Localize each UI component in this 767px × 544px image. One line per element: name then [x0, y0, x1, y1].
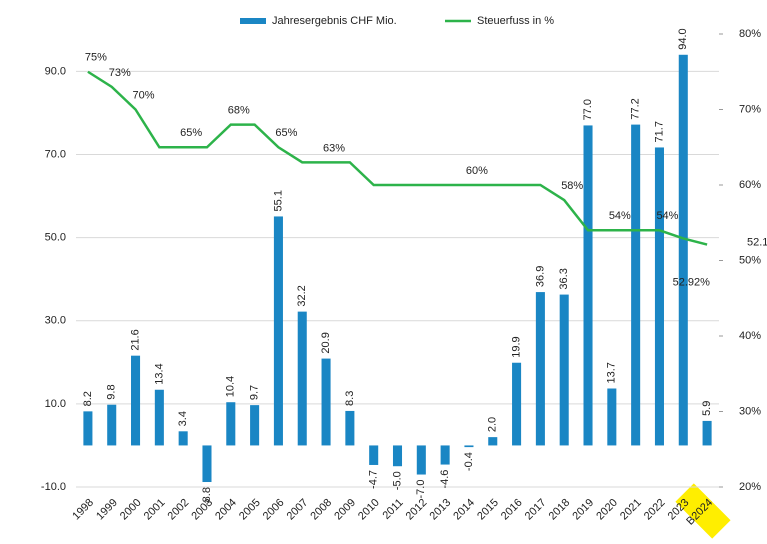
- y-tick-label: -10.0: [41, 481, 66, 493]
- y-tick-label: 70.0: [45, 148, 66, 160]
- bar-label: -7.0: [415, 480, 427, 499]
- bar-label: 9.7: [249, 385, 261, 400]
- line: [87, 70, 708, 246]
- line-label: 60%: [466, 165, 488, 177]
- y2-tick-label: 60%: [739, 179, 761, 191]
- line-label: 54%: [609, 210, 631, 222]
- y2-tick-label: 40%: [739, 330, 761, 342]
- bar: [654, 147, 664, 446]
- bar: [250, 405, 260, 446]
- y-tick-label: 90.0: [45, 65, 66, 77]
- bar: [416, 445, 426, 475]
- bar-label: 2.0: [487, 417, 499, 432]
- bar-label: 36.3: [558, 268, 570, 289]
- bar: [345, 410, 355, 446]
- bar-label: 77.2: [630, 98, 642, 119]
- bar: [631, 124, 641, 446]
- bar: [107, 404, 117, 446]
- bar-label: 36.9: [534, 266, 546, 287]
- line-label: 73%: [109, 67, 131, 79]
- bar: [440, 445, 450, 465]
- bar-label: -0.4: [463, 452, 475, 471]
- bar: [559, 294, 569, 446]
- bar: [178, 431, 188, 446]
- bar: [583, 125, 593, 446]
- bar: [369, 445, 379, 465]
- bar-label: 19.9: [510, 336, 522, 357]
- bar: [321, 358, 331, 446]
- legend-label: Jahresergebnis CHF Mio.: [272, 15, 397, 27]
- bar: [464, 445, 474, 448]
- line-label: 68%: [228, 105, 250, 117]
- y2-tick-label: 80%: [739, 28, 761, 40]
- bar-label: -5.0: [391, 471, 403, 490]
- bar-label: 21.6: [129, 329, 141, 350]
- bar-label: 10.4: [225, 376, 237, 397]
- bar-label: 32.2: [296, 285, 308, 306]
- highlight: [675, 483, 731, 539]
- line-label: 52.11%: [747, 236, 767, 248]
- bar-label: 20.9: [320, 332, 332, 353]
- bar-label: 13.4: [153, 363, 165, 384]
- line-label: 54%: [656, 210, 678, 222]
- bar: [392, 445, 403, 467]
- line-label: 75%: [85, 52, 107, 64]
- bar-label: 8.2: [82, 391, 94, 406]
- bar-label: 3.4: [177, 411, 189, 426]
- line-label: 65%: [180, 127, 202, 139]
- bar: [154, 389, 164, 446]
- bar: [535, 292, 545, 446]
- bar: [702, 420, 712, 446]
- y-tick-label: 50.0: [45, 232, 66, 244]
- line-label: 58%: [561, 180, 583, 192]
- bar: [512, 362, 522, 446]
- bar-label: -8.8: [201, 487, 213, 506]
- y2-tick-label: 20%: [739, 481, 761, 493]
- bar: [297, 311, 307, 446]
- bar: [131, 355, 141, 446]
- legend-label: Steuerfuss in %: [477, 15, 554, 27]
- bar-label: 9.8: [106, 384, 118, 399]
- y2-tick-label: 50%: [739, 254, 761, 266]
- bar: [678, 54, 688, 446]
- bar: [607, 388, 617, 446]
- bar-label: -4.6: [439, 470, 451, 489]
- bar-label: 71.7: [653, 121, 665, 142]
- line-label: 63%: [323, 142, 345, 154]
- bar-label: 77.0: [582, 99, 594, 120]
- y2-tick-label: 30%: [739, 405, 761, 417]
- bar: [83, 411, 93, 446]
- y-tick-label: 10.0: [45, 398, 66, 410]
- bar-label: 13.7: [606, 362, 618, 383]
- bar-label: 55.1: [272, 190, 284, 211]
- bar-label: 8.3: [344, 391, 356, 406]
- bar-label: 5.9: [701, 401, 713, 416]
- bar-label: 94.0: [677, 28, 689, 49]
- line-label: 52.92%: [673, 276, 711, 288]
- y-tick-label: 30.0: [45, 315, 66, 327]
- bar: [226, 402, 236, 446]
- bar-label: -4.7: [368, 470, 380, 489]
- legend-swatch: [240, 18, 266, 24]
- y2-tick-label: 70%: [739, 103, 761, 115]
- line-label: 70%: [133, 89, 155, 101]
- bar: [273, 216, 283, 446]
- line-label: 65%: [275, 127, 297, 139]
- bar: [488, 437, 498, 446]
- bar: [202, 445, 212, 483]
